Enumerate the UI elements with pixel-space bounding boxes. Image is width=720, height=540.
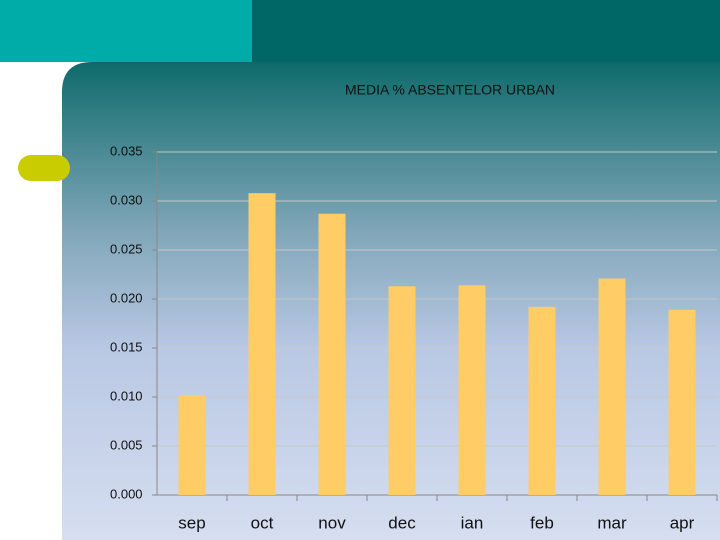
y-tick-label: 0.030 [110, 192, 143, 207]
bar [458, 285, 486, 495]
x-tick-label: oct [251, 513, 274, 532]
y-tick-label: 0.015 [110, 339, 143, 354]
accent-pill [18, 155, 70, 181]
y-tick-label: 0.025 [110, 241, 143, 256]
bar [178, 395, 206, 495]
corner-block [0, 0, 252, 62]
x-tick-label: mar [597, 513, 627, 532]
x-tick-label: dec [388, 513, 416, 532]
x-tick-label: apr [670, 513, 695, 532]
chart-title: MEDIA % ABSENTELOR URBAN [345, 82, 555, 98]
bar [248, 193, 276, 495]
x-tick-label: ian [461, 513, 484, 532]
y-tick-label: 0.000 [110, 486, 143, 501]
y-tick-label: 0.035 [110, 143, 143, 158]
margin [0, 62, 62, 540]
y-tick-label: 0.020 [110, 290, 143, 305]
bar [388, 286, 416, 495]
x-tick-label: nov [318, 513, 346, 532]
y-tick-label: 0.005 [110, 437, 143, 452]
bar [318, 213, 346, 496]
bar [528, 306, 556, 495]
x-tick-label: sep [178, 513, 205, 532]
y-tick-label: 0.010 [110, 388, 143, 403]
x-tick-label: feb [530, 513, 554, 532]
plot: 0.000 0.005 0.010 0.015 0.020 0.025 0.030 0.035… [110, 143, 718, 532]
bar [598, 278, 626, 495]
bar [668, 309, 696, 495]
top-band [252, 0, 720, 62]
